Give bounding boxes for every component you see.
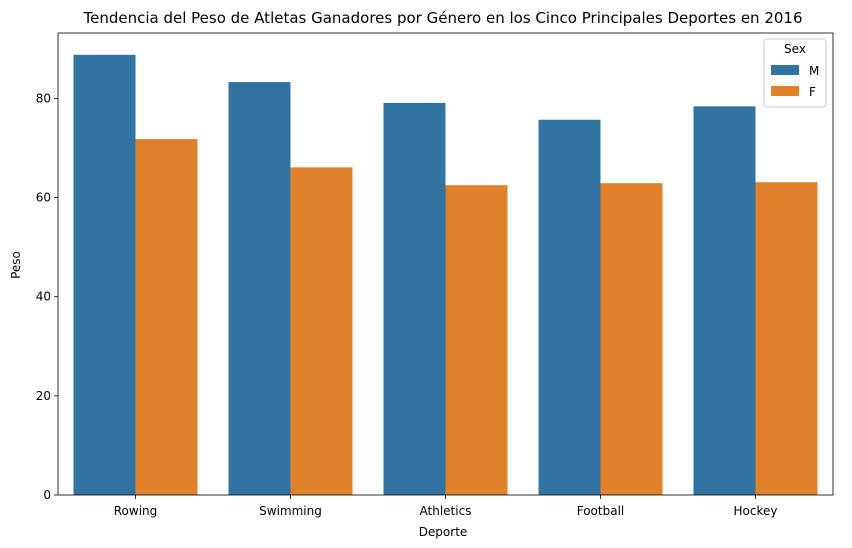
- x-tick-label: Athletics: [420, 504, 472, 518]
- bar-f-swimming: [290, 167, 353, 495]
- x-tick-label: Football: [577, 504, 625, 518]
- legend-label-m: M: [809, 64, 819, 78]
- x-tick-label: Swimming: [259, 504, 322, 518]
- plot-area: 0 20 40 60 80 Rowing Swimming Athletics Football…: [36, 32, 834, 518]
- y-axis-label: Peso: [9, 251, 23, 279]
- x-tick-label: Hockey: [734, 504, 778, 518]
- x-axis-label: Deporte: [419, 525, 468, 539]
- bar-m-rowing: [73, 54, 136, 495]
- y-tick-label: 20: [36, 389, 51, 403]
- y-tick-label: 60: [36, 191, 51, 205]
- bar-m-hockey: [693, 106, 756, 495]
- legend-title: Sex: [784, 42, 806, 56]
- y-tick-label: 40: [36, 290, 51, 304]
- bar-m-swimming: [228, 82, 291, 495]
- legend-swatch-f: [771, 86, 799, 96]
- bar-m-football: [538, 119, 601, 495]
- x-tick-label: Rowing: [114, 504, 158, 518]
- y-tick-label: 0: [43, 488, 51, 502]
- bar-f-hockey: [755, 182, 818, 495]
- y-tick-label: 80: [36, 91, 51, 105]
- bar-f-football: [600, 183, 663, 495]
- legend-swatch-m: [771, 65, 799, 75]
- bar-f-rowing: [135, 139, 198, 495]
- bar-m-athletics: [383, 102, 446, 496]
- legend-label-f: F: [809, 85, 816, 99]
- chart-title: Tendencia del Peso de Atletas Ganadores …: [83, 9, 803, 27]
- bar-f-athletics: [445, 185, 508, 495]
